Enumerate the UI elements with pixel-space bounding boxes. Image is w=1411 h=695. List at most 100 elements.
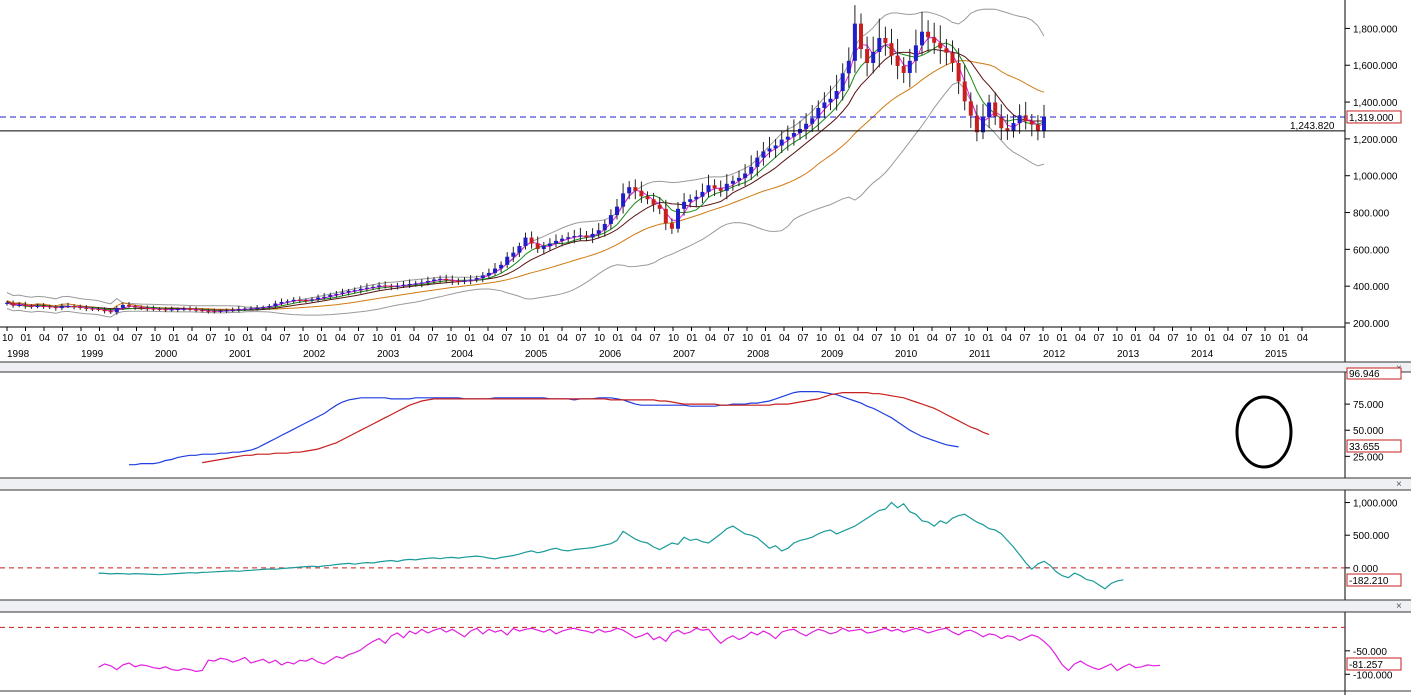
x-month-label: 04 (39, 333, 51, 344)
candle-body (425, 281, 430, 283)
candle-body (913, 45, 918, 61)
candle-body (657, 204, 662, 209)
panel-close-button[interactable]: × (1396, 601, 1402, 612)
candle-body (279, 302, 284, 304)
x-month-label: 07 (354, 333, 366, 344)
candle-body (883, 37, 888, 44)
candle-body (11, 302, 16, 306)
x-month-label: 04 (1075, 333, 1087, 344)
candle-body (364, 287, 369, 289)
indicator-series-line (202, 392, 990, 464)
candle-body (114, 307, 119, 313)
candle-body (322, 296, 327, 298)
indicator-y-tick-label: 0.000 (1353, 564, 1378, 575)
price-y-tick-label: 1,000.000 (1353, 172, 1398, 183)
candle-body (480, 275, 485, 279)
candle-body (517, 246, 522, 253)
candle-body (346, 290, 351, 293)
candle-body (450, 280, 455, 282)
panel-separator-0 (0, 362, 1411, 372)
candle-body (560, 238, 565, 241)
x-month-label: 07 (650, 333, 662, 344)
candle-body (700, 191, 705, 197)
panel-close-button[interactable]: × (1396, 479, 1402, 490)
candle-body (962, 81, 967, 102)
x-month-label: 01 (1057, 333, 1069, 344)
candle-body (72, 306, 77, 308)
candle-body (1023, 115, 1028, 122)
candle-body (999, 116, 1004, 129)
x-month-label: 04 (631, 333, 643, 344)
candle-body (438, 278, 443, 280)
x-month-label: 04 (927, 333, 939, 344)
candle-body (834, 91, 839, 99)
indicator-y-tick-label: 500.000 (1353, 531, 1390, 542)
candle-body (547, 243, 552, 247)
candle-body (987, 102, 992, 118)
candle-body (840, 73, 845, 92)
x-year-label: 2014 (1191, 349, 1214, 360)
candle-body (767, 148, 772, 152)
candle-body (456, 281, 461, 283)
x-month-label: 10 (668, 333, 680, 344)
candle-body (175, 309, 180, 311)
candle-body (572, 236, 577, 238)
candle-body (181, 308, 186, 310)
candle-body (737, 177, 741, 181)
x-month-label: 10 (594, 333, 606, 344)
x-year-label: 2003 (377, 349, 400, 360)
current-price-label: 1,319.000 (1349, 113, 1394, 124)
candle-body (90, 308, 95, 310)
x-month-label: 10 (372, 333, 384, 344)
candle-body (932, 37, 937, 43)
momentum-last-value-label: -182.210 (1349, 576, 1389, 587)
x-month-label: 04 (705, 333, 717, 344)
candle-body (371, 286, 375, 288)
candle-body (743, 173, 748, 178)
x-month-label: 01 (465, 333, 477, 344)
candle-body (413, 283, 418, 285)
candle-body (200, 310, 205, 312)
candle-body (578, 235, 583, 237)
candle-body (236, 309, 241, 311)
bollinger-lower-line (6, 81, 1045, 318)
x-month-label: 10 (224, 333, 236, 344)
x-month-label: 04 (261, 333, 273, 344)
x-month-label: 07 (798, 333, 810, 344)
x-month-label: 04 (779, 333, 791, 344)
x-month-label: 01 (983, 333, 995, 344)
x-month-label: 10 (890, 333, 902, 344)
indicator-y-tick-label: 50.000 (1353, 426, 1384, 437)
price-y-tick-label: 1,600.000 (1353, 61, 1398, 72)
indicator-y-tick-label: -50.000 (1353, 647, 1387, 658)
candle-body (639, 190, 644, 197)
candle-body (785, 136, 790, 140)
candle-body (328, 295, 333, 297)
x-month-label: 01 (169, 333, 181, 344)
x-month-label: 10 (76, 333, 88, 344)
candle-body (493, 268, 497, 273)
candle-body (285, 301, 290, 303)
candle-body (352, 290, 357, 292)
candle-body (828, 98, 833, 103)
candle-body (859, 23, 863, 50)
candle-body (669, 223, 674, 229)
x-year-label: 1998 (7, 349, 30, 360)
candle-body (468, 279, 473, 281)
candle-body (47, 306, 52, 308)
indicator-series-line (129, 391, 959, 466)
x-month-label: 10 (1260, 333, 1272, 344)
x-month-label: 10 (1186, 333, 1198, 344)
indicator-y-tick-label: 75.000 (1353, 400, 1384, 411)
indicator-y-tick-label: 25.000 (1353, 452, 1384, 463)
candle-body (486, 272, 491, 276)
x-month-label: 07 (576, 333, 588, 344)
candle-body (377, 285, 382, 287)
candle-body (889, 43, 894, 56)
x-year-label: 2008 (747, 349, 770, 360)
x-month-label: 04 (113, 333, 125, 344)
indicator-y-tick-label: 1,000.000 (1353, 499, 1398, 510)
x-month-label: 01 (761, 333, 773, 344)
candle-body (816, 107, 821, 119)
